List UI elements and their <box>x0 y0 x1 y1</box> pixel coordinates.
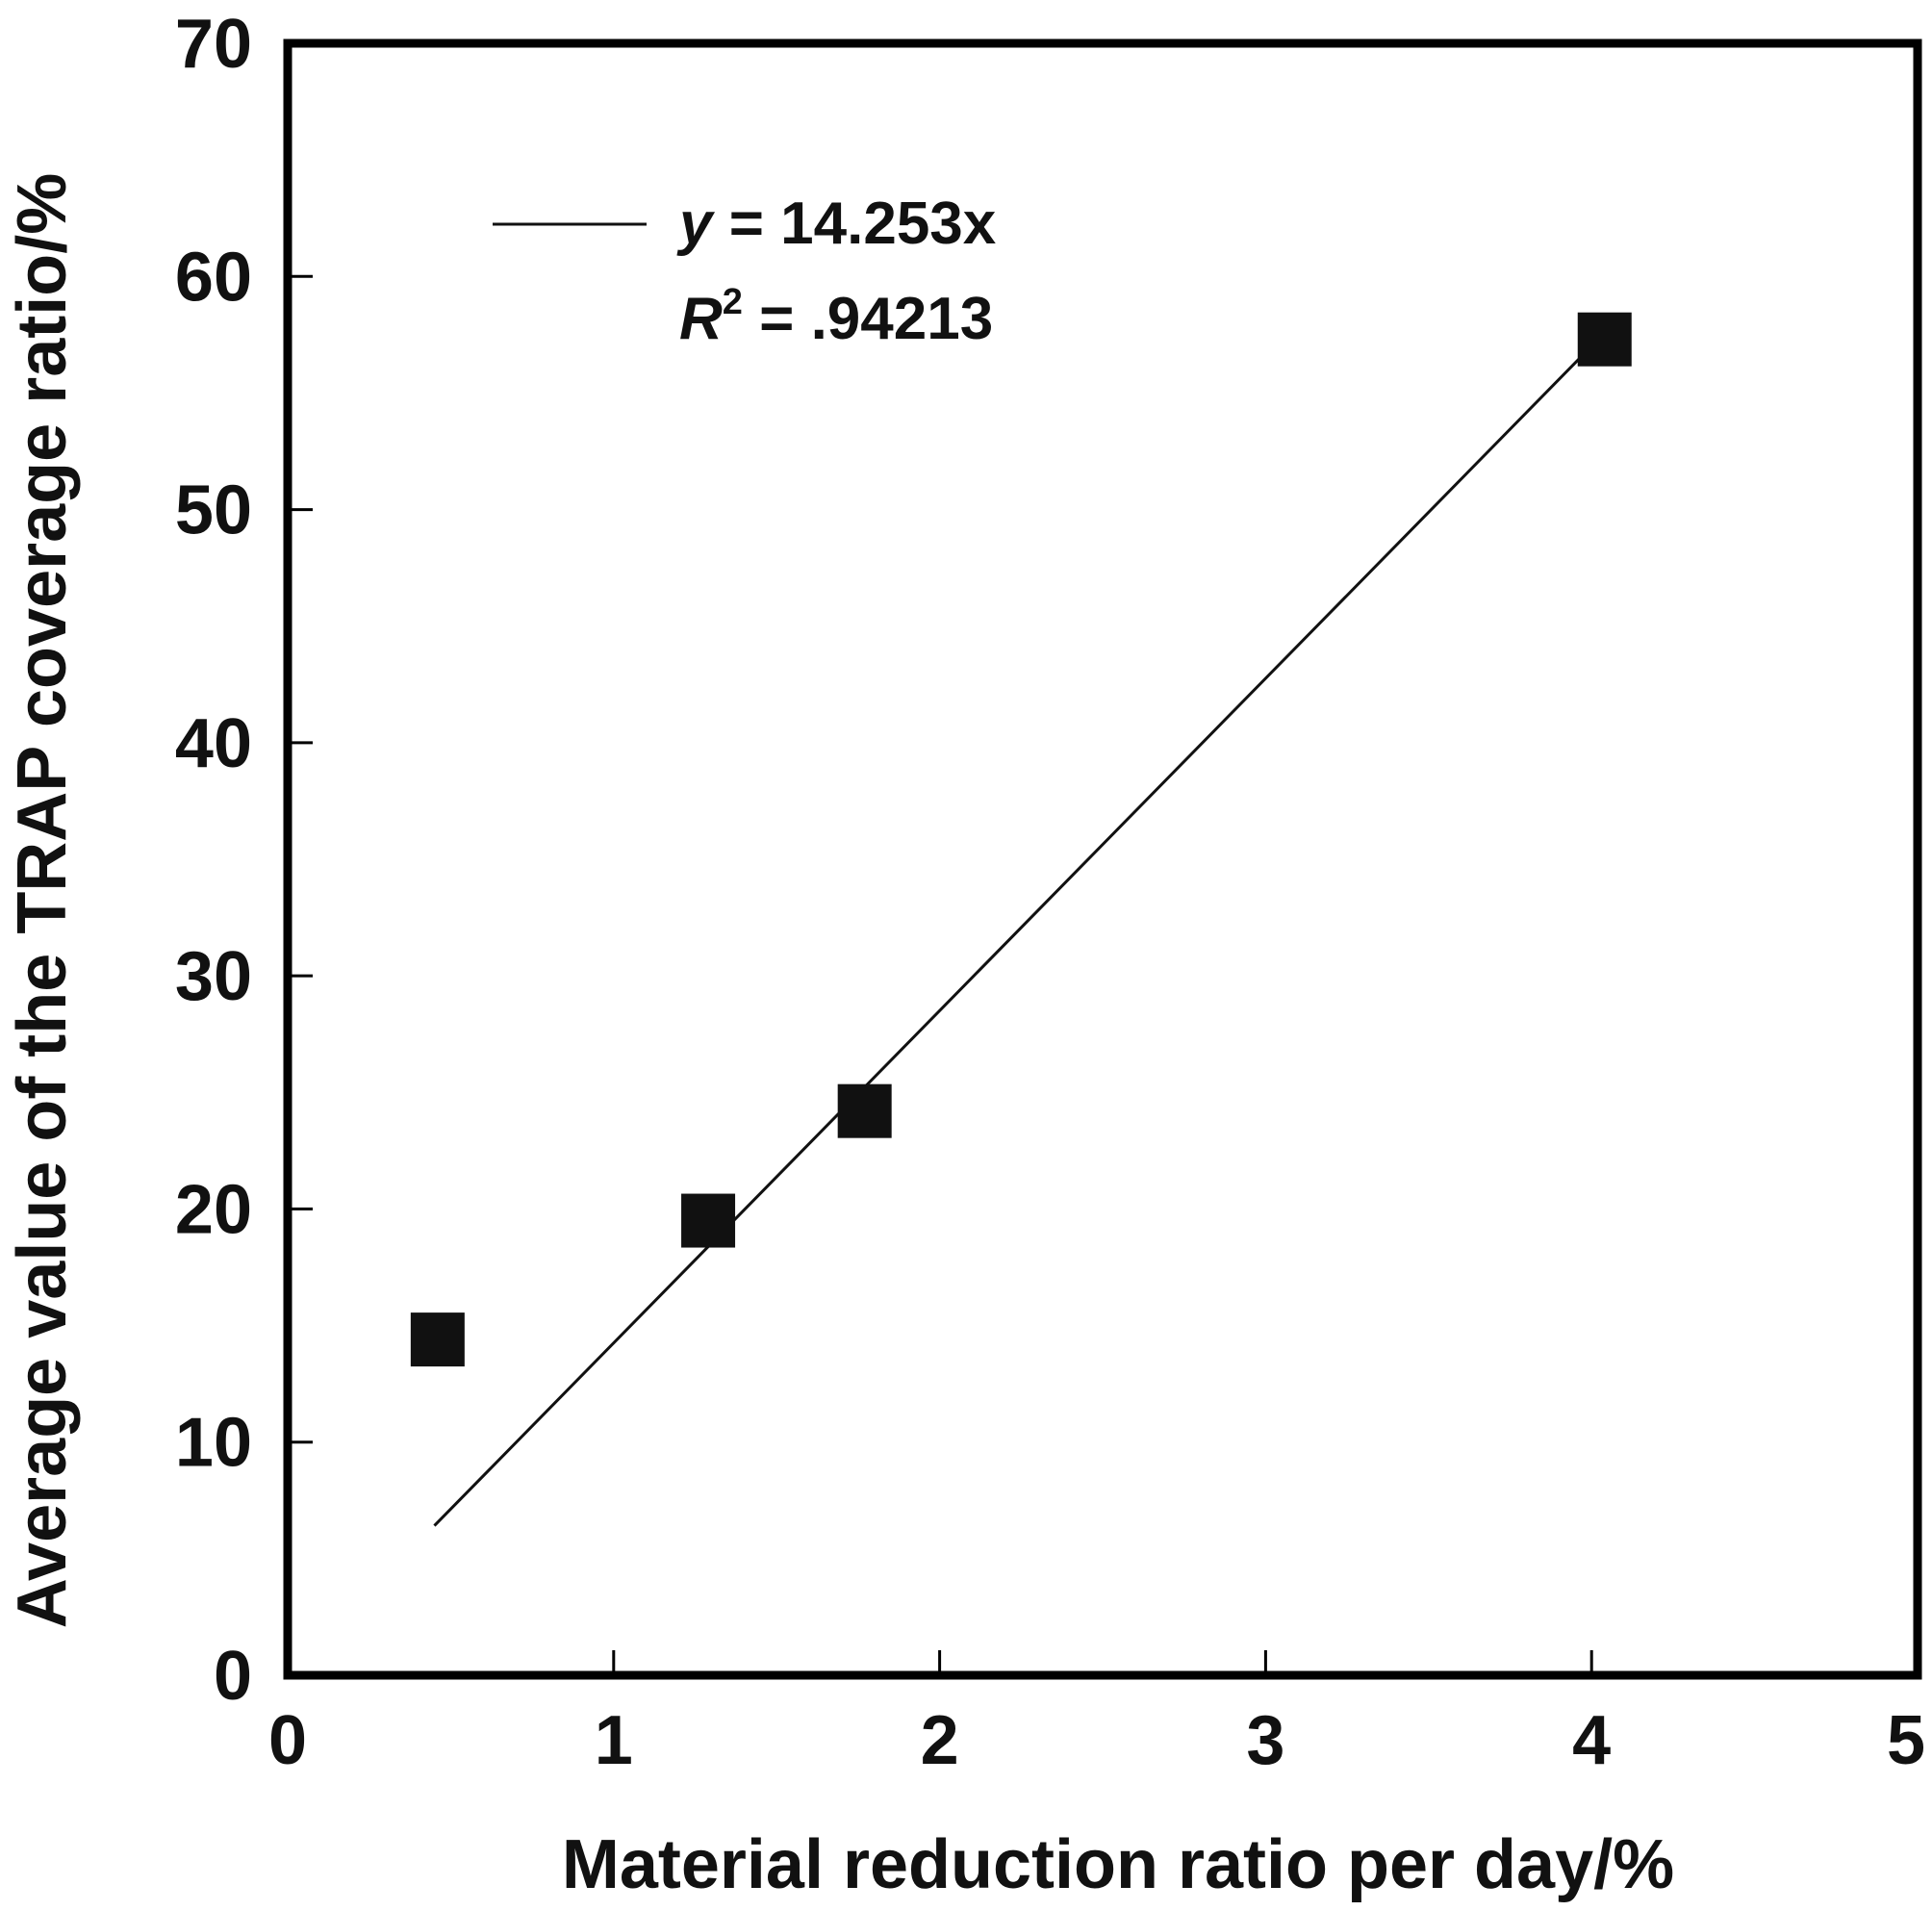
legend-r2-sup: 2 <box>723 282 743 322</box>
y-axis-ticks: 0 10 20 30 40 50 60 70 <box>175 6 313 1715</box>
fit-line <box>433 344 1593 1527</box>
fit-line-layer <box>433 344 1593 1527</box>
legend-r2: R2 = .94213 <box>679 282 993 352</box>
data-point <box>837 1083 892 1138</box>
x-tick-label: 4 <box>1572 1702 1611 1779</box>
plot-frame <box>283 38 1922 1680</box>
data-point <box>1577 312 1632 367</box>
y-tick-label: 30 <box>175 938 252 1015</box>
x-axis-title: Material reduction ratio per day/% <box>562 1826 1674 1903</box>
y-tick-label: 10 <box>175 1405 252 1482</box>
y-tick-label: 0 <box>214 1638 252 1715</box>
data-point <box>410 1312 465 1367</box>
y-tick-label: 60 <box>175 239 252 316</box>
legend-equation-var: y <box>676 191 716 257</box>
y-tick-label: 40 <box>175 705 252 782</box>
data-points <box>410 312 1632 1367</box>
x-tick-label: 2 <box>921 1702 959 1779</box>
x-axis-ticks: 0 1 2 3 4 5 <box>268 1650 1925 1779</box>
legend: y = 14.253x R2 = .94213 <box>493 191 997 352</box>
legend-equation: y = 14.253x <box>676 191 997 257</box>
x-tick-label: 3 <box>1246 1702 1284 1779</box>
legend-equation-rest: = 14.253x <box>712 191 996 257</box>
legend-r2-rest: = .94213 <box>743 286 993 352</box>
y-axis-title: Average value of the TRAP coverage ratio… <box>4 173 81 1629</box>
legend-r2-var: R <box>679 286 723 352</box>
x-tick-label: 0 <box>268 1702 307 1779</box>
x-tick-label: 1 <box>595 1702 633 1779</box>
data-point <box>681 1193 736 1248</box>
y-tick-label: 70 <box>175 6 252 83</box>
y-tick-label: 50 <box>175 472 252 549</box>
x-tick-label: 5 <box>1887 1702 1925 1779</box>
y-tick-label: 20 <box>175 1171 252 1248</box>
